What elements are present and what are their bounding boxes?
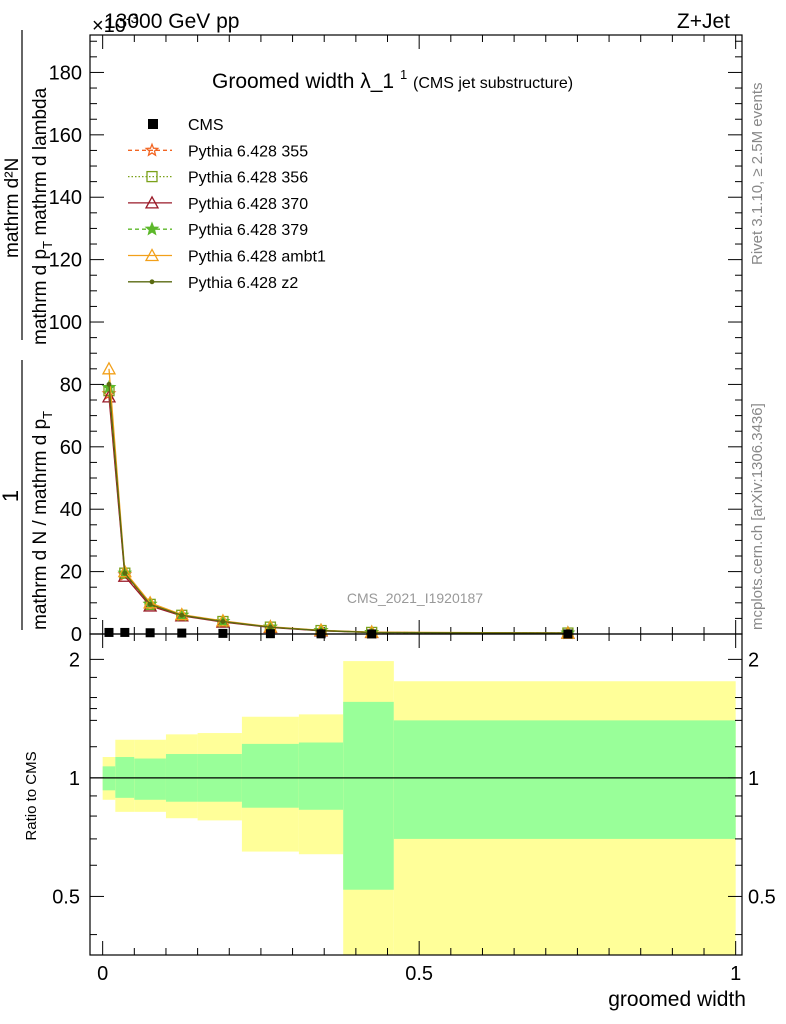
plot-title: Groomed width λ_1 1 (CMS jet substructur… (212, 61, 573, 93)
ratio-y-tick-label-right: 2 (748, 649, 759, 671)
ratio-y-tick-label-right: 1 (748, 768, 759, 790)
legend: CMS Pythia 6.428 355 Pythia 6.428 356 Pythi… (128, 117, 326, 292)
x-axis-label: groomed width (608, 988, 746, 1011)
series-line (108, 387, 568, 634)
main-y-tick-label: 0 (71, 624, 82, 646)
legend-label: Pythia 6.428 ambt1 (188, 249, 326, 266)
y-label-inner-numerator: mathrm d²N (2, 158, 23, 258)
ratio-x-tick-label: 0 (97, 963, 108, 985)
series-marker (101, 385, 117, 401)
rivet-label: Rivet 3.1.10, ≥ 2.5M events (749, 83, 766, 266)
legend-label: Pythia 6.428 z2 (188, 275, 298, 292)
mcplots-label: mcplots.cern.ch [arXiv:1306.3436] (749, 403, 766, 630)
watermark: CMS_2021_I1920187 (347, 590, 483, 606)
series-marker (106, 381, 112, 387)
legend-entry: Pythia 6.428 z2 (128, 275, 298, 292)
legend-marker (144, 195, 160, 209)
exponent-power: -3 (126, 10, 139, 26)
series-marker (101, 361, 117, 375)
cms-point (218, 628, 228, 638)
y-label-numerator: 1 (0, 490, 23, 502)
series-marker (117, 564, 132, 578)
ratio-inner-band (298, 742, 344, 810)
ratio-inner-band (134, 758, 166, 800)
ratio-inner-band (241, 743, 299, 808)
energy-label: 13000 GeV pp (104, 10, 239, 33)
legend-entry: Pythia 6.428 ambt1 (128, 248, 326, 266)
ratio-x-tick-label: 1 (730, 963, 741, 985)
series-marker (220, 619, 226, 624)
legend-marker (144, 221, 160, 236)
legend-label: CMS (188, 117, 224, 134)
legend-entry: Pythia 6.428 356 (128, 170, 308, 187)
series-marker (101, 389, 117, 403)
main-y-tick-label: 140 (49, 187, 82, 209)
y-axis-label: 1 mathrm d N / mathrm d pT mathrm d²N ma… (0, 30, 55, 630)
ratio-inner-band (393, 720, 736, 839)
series-line (108, 384, 568, 634)
y-label-denominator: mathrm d N / mathrm d pT (30, 411, 55, 630)
main-y-tick-label: 100 (49, 312, 82, 334)
series-line (108, 368, 568, 634)
title-superscript: 1 (400, 67, 407, 82)
ratio-y-tick-label: 2 (69, 649, 80, 671)
title-symbol: λ_1 (360, 70, 394, 93)
main-y-tick-label: 20 (60, 562, 82, 584)
ratio-y-tick-label: 0.5 (52, 886, 80, 908)
legend-label: Pythia 6.428 355 (188, 143, 308, 160)
cms-point (120, 627, 130, 637)
series-marker (215, 613, 231, 627)
title-main: Groomed width (212, 70, 354, 93)
ratio-panel: 0.5 0.5 1 1 2 2 0 0.5 1 (52, 633, 776, 985)
legend-marker (144, 248, 160, 262)
series-marker (147, 601, 153, 607)
series-line (108, 390, 568, 634)
main-y-tick-label: 160 (49, 125, 82, 147)
ratio-frame (89, 633, 743, 956)
main-y-tick-label: 40 (60, 499, 82, 521)
exponent-label: ×10-3 (92, 10, 139, 37)
ratio-y-tick-label-right: 0.5 (748, 886, 776, 908)
y-label-inner-denominator: mathrm d pT mathrm d lambda (30, 87, 55, 345)
ratio-x-tick-label: 0.5 (405, 963, 433, 985)
cms-point (104, 627, 114, 637)
legend-marker (146, 170, 158, 183)
legend-marker (149, 279, 155, 285)
series-marker (122, 570, 128, 576)
series-line (108, 393, 568, 634)
ratio-inner-band (343, 701, 394, 890)
legend-label: Pythia 6.428 370 (188, 196, 308, 213)
legend-marker (144, 142, 160, 157)
legend-entry: Pythia 6.428 379 (128, 221, 308, 239)
legend-entry: Pythia 6.428 355 (128, 142, 308, 160)
legend-label: Pythia 6.428 379 (188, 222, 308, 239)
legend-entry: CMS (148, 117, 224, 134)
series-marker (267, 624, 273, 630)
series-marker (143, 595, 158, 609)
cms-point (145, 628, 155, 638)
ratio-y-tick-label: 1 (69, 768, 80, 790)
ratio-y-label: Ratio to CMS (23, 751, 40, 840)
cms-point (177, 628, 187, 638)
main-y-tick-label: 60 (60, 437, 82, 459)
main-y-tick-label: 80 (60, 374, 82, 396)
legend-entry: Pythia 6.428 370 (128, 195, 308, 213)
process-label: Z+Jet (677, 10, 730, 33)
series-marker (179, 612, 185, 618)
series-line (108, 396, 568, 634)
main-y-tick-label: 120 (49, 250, 82, 272)
main-y-tick-label: 180 (49, 62, 82, 84)
legend-marker (148, 119, 158, 129)
title-sub: (CMS jet substructure) (413, 75, 573, 92)
legend-label: Pythia 6.428 356 (188, 170, 308, 187)
